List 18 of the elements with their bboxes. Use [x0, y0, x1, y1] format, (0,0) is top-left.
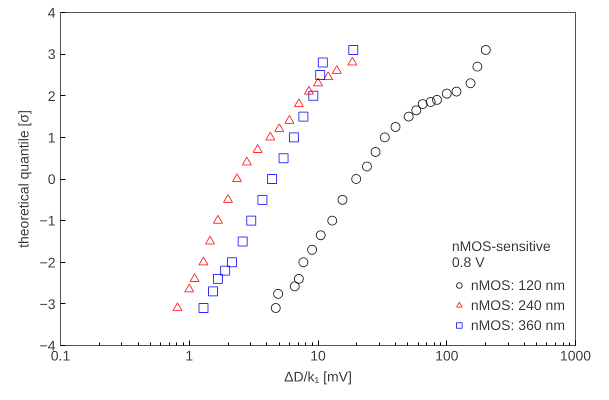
y-tick-label: −2	[40, 254, 56, 270]
y-tick-label: 3	[48, 46, 56, 62]
x-tick-label: 1000	[560, 348, 592, 364]
y-tick-label: −3	[40, 296, 56, 312]
x-tick-label: 1	[185, 348, 194, 364]
legend-title: nMOS-sensitive 0.8 V	[452, 238, 552, 270]
y-tick-label: 0	[48, 171, 56, 187]
legend-label: nMOS: 240 nm	[470, 297, 565, 313]
legend-label: nMOS: 120 nm	[470, 277, 565, 293]
y-tick-label: −1	[40, 212, 56, 229]
x-tick-label: 10	[310, 348, 326, 364]
y-tick-label: 1	[48, 129, 56, 146]
x-tick-label: 100	[435, 348, 459, 364]
y-tick-label: 2	[48, 88, 56, 104]
y-axis-title: theoretical quantile [σ]	[16, 110, 32, 248]
y-tick-label: 4	[48, 4, 56, 20]
x-axis-title: ΔD/k₁ [mV]	[284, 368, 352, 384]
legend-label: nMOS: 360 nm	[470, 317, 565, 333]
